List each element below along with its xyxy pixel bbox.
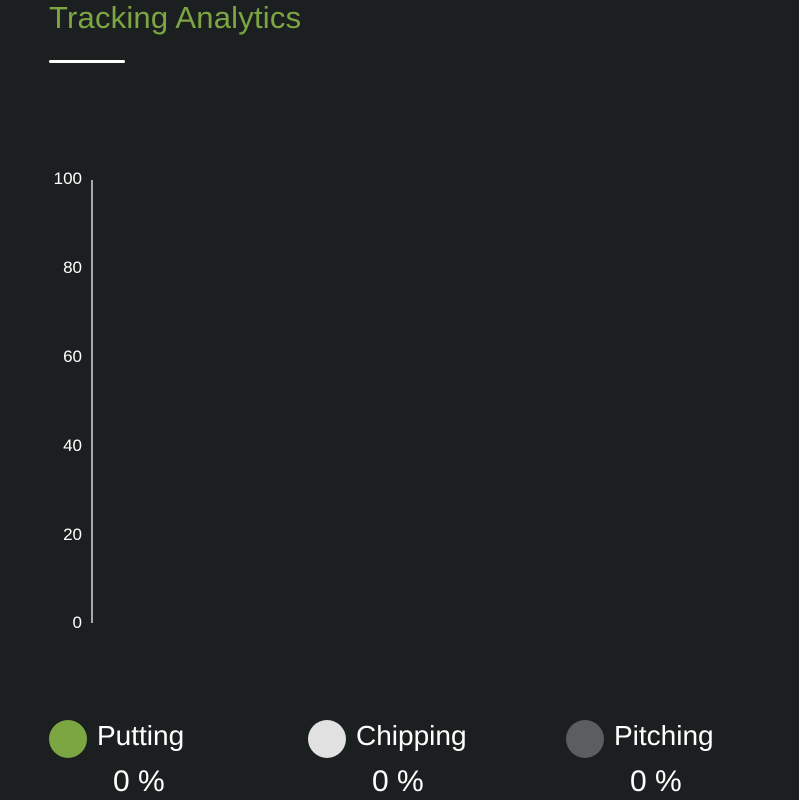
chipping-value: 0 % [372, 765, 424, 798]
chipping-color-dot [308, 720, 346, 758]
putting-value: 0 % [113, 765, 165, 798]
title-underline [49, 60, 125, 63]
putting-label: Putting [97, 720, 185, 751]
pitching-color-dot [566, 720, 604, 758]
putting-color-dot [49, 720, 87, 758]
y-tick-label-60: 60 [63, 347, 82, 366]
y-tick-label-40: 40 [63, 436, 82, 455]
y-tick-label-20: 20 [63, 525, 82, 544]
chipping-label: Chipping [356, 720, 467, 751]
page-title: Tracking Analytics [49, 0, 302, 35]
analytics-chart: 100 80 60 40 20 0 [54, 169, 93, 632]
pitching-value: 0 % [630, 765, 682, 798]
y-tick-label-100: 100 [54, 169, 82, 188]
y-tick-label-80: 80 [63, 258, 82, 277]
pitching-label: Pitching [614, 720, 714, 751]
y-tick-label-0: 0 [73, 613, 82, 632]
